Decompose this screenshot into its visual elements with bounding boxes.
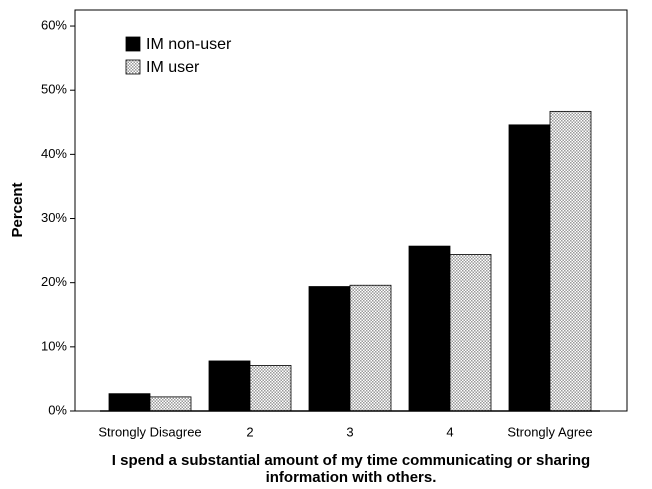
bar [249,365,292,412]
legend-label: IM non-user [146,36,232,53]
y-tick-label: 50% [41,82,67,97]
x-tick-label: Strongly Agree [507,424,592,439]
bar [308,286,351,412]
bar [108,393,151,412]
legend-swatch [125,59,141,75]
bar [549,110,592,412]
y-tick-label: 10% [41,338,67,353]
y-tick-label: 20% [41,274,67,289]
x-axis-label: I spend a substantial amount of my time … [112,452,590,469]
y-tick-label: 60% [41,17,67,32]
y-tick-label: 40% [41,146,67,161]
legend-swatch [125,36,141,52]
bar [208,360,251,412]
bar [449,254,492,412]
bar [149,396,192,412]
bar [508,124,551,412]
bar [349,284,392,412]
legend-label: IM user [146,59,200,76]
bar [408,245,451,412]
x-axis-label: information with others. [266,469,437,486]
y-tick-label: 0% [48,402,67,417]
x-tick-label: 2 [246,424,253,439]
y-axis-label: Percent [9,182,26,237]
x-tick-label: 3 [346,424,353,439]
x-tick-label: Strongly Disagree [98,424,201,439]
y-tick-label: 30% [41,210,67,225]
x-tick-label: 4 [446,424,453,439]
